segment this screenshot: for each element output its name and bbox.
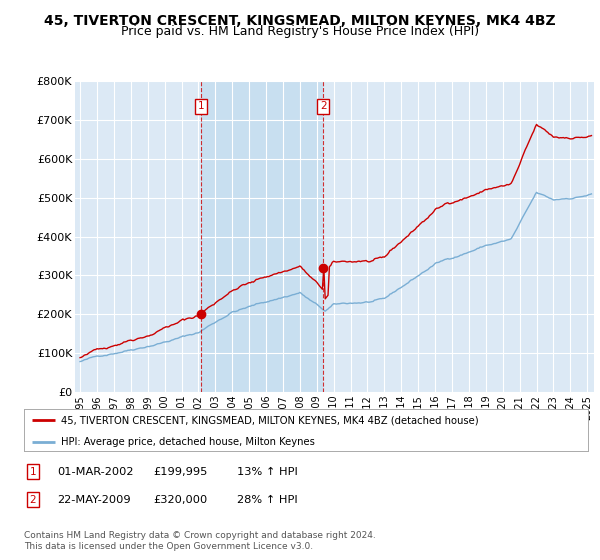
- Text: £199,995: £199,995: [153, 466, 208, 477]
- Text: 45, TIVERTON CRESCENT, KINGSMEAD, MILTON KEYNES, MK4 4BZ: 45, TIVERTON CRESCENT, KINGSMEAD, MILTON…: [44, 14, 556, 28]
- Text: 2: 2: [320, 101, 326, 111]
- Text: 01-MAR-2002: 01-MAR-2002: [57, 466, 133, 477]
- Text: 13% ↑ HPI: 13% ↑ HPI: [237, 466, 298, 477]
- Text: HPI: Average price, detached house, Milton Keynes: HPI: Average price, detached house, Milt…: [61, 437, 314, 446]
- Text: 1: 1: [29, 466, 37, 477]
- Text: This data is licensed under the Open Government Licence v3.0.: This data is licensed under the Open Gov…: [24, 542, 313, 551]
- Text: 22-MAY-2009: 22-MAY-2009: [57, 494, 131, 505]
- Text: 1: 1: [198, 101, 205, 111]
- Text: 28% ↑ HPI: 28% ↑ HPI: [237, 494, 298, 505]
- Text: £320,000: £320,000: [153, 494, 207, 505]
- Text: 45, TIVERTON CRESCENT, KINGSMEAD, MILTON KEYNES, MK4 4BZ (detached house): 45, TIVERTON CRESCENT, KINGSMEAD, MILTON…: [61, 415, 478, 425]
- Text: 2: 2: [29, 494, 37, 505]
- Bar: [201, 81, 323, 392]
- Text: Contains HM Land Registry data © Crown copyright and database right 2024.: Contains HM Land Registry data © Crown c…: [24, 531, 376, 540]
- Text: Price paid vs. HM Land Registry's House Price Index (HPI): Price paid vs. HM Land Registry's House …: [121, 25, 479, 38]
